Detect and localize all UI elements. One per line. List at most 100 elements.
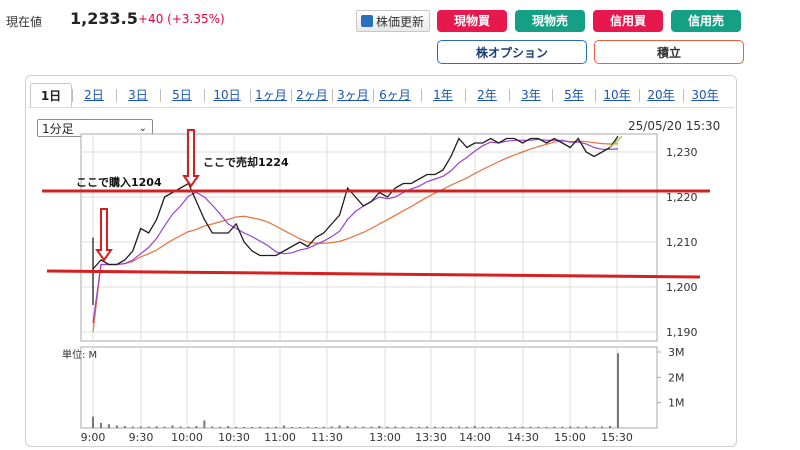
tab-14[interactable]: 20年 [647,88,675,102]
tab-4[interactable]: 10日 [213,88,241,102]
volume-bar [322,426,325,428]
y-tick-label: 1,230 [666,146,698,159]
tab-separator [595,89,596,102]
tab-1[interactable]: 2日 [84,88,104,102]
volume-bar [457,426,460,428]
volume-bar [545,426,548,428]
volume-bar [99,422,102,428]
volume-bar [561,426,564,428]
tab-12[interactable]: 5年 [564,88,584,102]
volume-bar [394,426,397,428]
volume-bar [290,426,293,428]
trade-button-0[interactable]: 現物買 [437,10,507,32]
volume-bar [553,426,556,428]
price-line [92,135,619,270]
volume-bar [115,425,118,428]
volume-bar [267,426,269,428]
x-tick-label: 9:30 [129,431,154,444]
volume-bar [426,426,429,428]
tab-separator [291,89,292,102]
x-tick-label: 9:00 [81,431,106,444]
current-price-label: 現在値 [6,15,43,29]
price-change: +40 (+3.35%) [138,12,225,26]
tab-11[interactable]: 3年 [521,88,541,102]
volume-bar [107,424,110,428]
volume-bar [362,426,365,428]
volume-bar [235,426,238,428]
volume-bar [330,426,333,428]
volume-plot-frame [80,346,658,429]
volume-bar [410,426,413,428]
chevron-down-icon: ⌄ [138,123,147,134]
volume-bar [203,420,206,428]
tab-0[interactable]: 1日 [30,83,72,107]
tab-8[interactable]: 6ヶ月 [379,88,411,102]
x-tick-label: 15:00 [554,431,586,444]
x-tick-label: 11:30 [311,431,343,444]
tab-5[interactable]: 1ヶ月 [255,88,287,102]
volume-bar [418,426,421,428]
x-tick-label: 10:30 [218,431,250,444]
tab-10[interactable]: 2年 [477,88,497,102]
tab-divider [28,107,734,108]
y-tick-label: 1,190 [666,326,698,339]
volume-bar [195,425,198,428]
chart-timestamp: 25/05/20 15:30 [628,119,721,133]
volume-bar [593,426,596,428]
tab-separator [160,89,161,102]
sell-arrow-icon [182,129,200,188]
refresh-icon [361,15,373,27]
ma-long-line [92,140,619,333]
tab-15[interactable]: 30年 [691,88,719,102]
support-line [46,269,701,279]
tab-9[interactable]: 1年 [433,88,453,102]
volume-bar [609,425,612,428]
buy-arrow-icon-shape [95,208,113,262]
volume-bar [259,426,262,428]
buy-arrow-icon [95,208,113,262]
tab-13[interactable]: 10年 [603,88,631,102]
tab-2[interactable]: 3日 [128,88,148,102]
volume-bar [601,426,604,428]
interval-select-value: 1分足 [42,122,74,136]
volume-bar [227,425,230,428]
trade-button-1[interactable]: 現物売 [515,10,585,32]
refresh-price-button[interactable]: 株価更新 [356,10,430,32]
tab-separator [639,89,640,102]
y-tick-label: 1,200 [666,281,698,294]
volume-bar [569,426,572,428]
volume-bar [211,426,214,428]
volume-bar [465,426,468,428]
volume-bar [131,426,134,428]
stock-option-button[interactable]: 株オプション [437,40,587,64]
volume-bar [449,426,452,428]
x-tick-label: 15:30 [601,431,633,444]
tab-3[interactable]: 5日 [172,88,192,102]
tab-6[interactable]: 2ヶ月 [296,88,328,102]
current-price-value: 1,233.5 [70,9,138,28]
volume-bar [163,426,166,428]
trade-button-2[interactable]: 信用買 [593,10,663,32]
tab-separator [332,89,333,102]
volume-bar [187,426,190,428]
sell-annotation: ここで売却1224 [203,155,289,169]
x-tick-label: 13:30 [415,431,447,444]
volume-bar [338,425,341,428]
accumulate-button[interactable]: 積立 [594,40,744,64]
volume-bar [306,426,309,428]
sell-arrow-icon-shape [182,129,200,188]
x-tick-label: 13:00 [369,431,401,444]
tab-separator [116,89,117,102]
volume-bar [489,426,492,428]
volume-bar [585,426,588,428]
y-tick-label: 1,210 [666,236,698,249]
volume-bar [282,425,285,428]
volume-bar [529,426,532,428]
tab-separator [72,89,73,102]
volume-bar [155,426,158,428]
volume-bar [123,425,126,428]
volume-bar [386,426,389,428]
tab-7[interactable]: 3ヶ月 [337,88,369,102]
trade-button-3[interactable]: 信用売 [671,10,741,32]
volume-bar [92,416,94,428]
